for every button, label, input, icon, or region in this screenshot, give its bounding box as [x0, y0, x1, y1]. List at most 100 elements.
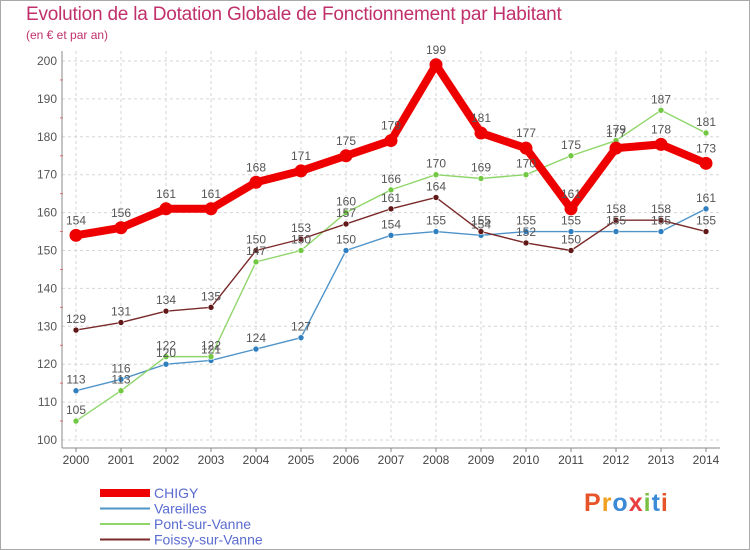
data-label-chigy: 161: [201, 187, 221, 201]
data-point-pont-sur-vanne: [72, 417, 80, 425]
data-label-vareilles: 150: [336, 233, 356, 247]
y-tick-label: 150: [37, 244, 57, 258]
data-point-chigy: [69, 228, 83, 242]
x-tick-label: 2001: [108, 453, 135, 467]
data-point-pont-sur-vanne: [702, 129, 710, 137]
y-tick-label: 120: [37, 357, 57, 371]
data-point-chigy: [564, 202, 578, 216]
data-point-pont-sur-vanne: [117, 387, 125, 395]
data-label-pont-sur-vanne: 187: [651, 92, 671, 106]
y-tick-label: 160: [37, 206, 57, 220]
data-label-vareilles: 155: [561, 214, 581, 228]
data-label-chigy: 177: [516, 126, 536, 140]
data-point-pont-sur-vanne: [432, 171, 440, 178]
data-point-foissy-sur-vanne: [522, 239, 530, 247]
data-point-pont-sur-vanne: [522, 171, 530, 178]
data-label-foissy-sur-vanne: 157: [336, 206, 356, 220]
data-point-foissy-sur-vanne: [117, 319, 125, 326]
data-point-chigy: [159, 202, 173, 216]
x-tick-label: 2008: [423, 453, 450, 467]
y-tick-label: 180: [37, 130, 57, 144]
logo-letter: x: [628, 489, 644, 517]
legend-label-chigy: CHIGY: [154, 485, 199, 501]
data-label-pont-sur-vanne: 175: [561, 138, 581, 152]
data-point-foissy-sur-vanne: [567, 247, 575, 254]
data-point-vareilles: [612, 228, 620, 235]
data-point-foissy-sur-vanne: [657, 216, 665, 224]
y-tick-label: 100: [37, 433, 57, 447]
y-tick-label: 140: [37, 281, 57, 295]
data-label-chigy: 177: [606, 126, 626, 140]
data-point-vareilles: [117, 376, 125, 383]
data-point-vareilles: [162, 360, 170, 368]
data-label-pont-sur-vanne: 105: [66, 403, 86, 417]
data-label-chigy: 161: [156, 187, 176, 201]
data-point-pont-sur-vanne: [567, 152, 575, 160]
data-point-foissy-sur-vanne: [432, 194, 440, 201]
x-tick-label: 2011: [558, 453, 584, 467]
data-point-pont-sur-vanne: [297, 247, 305, 254]
y-tick-label: 170: [37, 168, 57, 182]
data-point-chigy: [204, 202, 218, 216]
data-label-chigy: 161: [561, 187, 581, 201]
data-label-vareilles: 124: [246, 331, 266, 345]
data-label-chigy: 156: [111, 206, 131, 220]
data-label-vareilles: 113: [66, 373, 85, 387]
data-point-chigy: [654, 137, 668, 151]
x-tick-label: 2014: [693, 453, 720, 467]
logo-letter: r: [601, 489, 613, 517]
data-label-pont-sur-vanne: 150: [291, 233, 311, 247]
data-label-pont-sur-vanne: 160: [336, 195, 356, 209]
data-label-foissy-sur-vanne: 155: [696, 214, 716, 228]
data-label-vareilles: 155: [516, 214, 536, 228]
legend-label-pont-sur-vanne: Pont-sur-Vanne: [154, 516, 251, 532]
data-point-pont-sur-vanne: [342, 209, 350, 216]
data-label-foissy-sur-vanne: 153: [291, 221, 311, 235]
y-tick-label: 130: [37, 319, 57, 333]
data-label-foissy-sur-vanne: 152: [516, 225, 536, 239]
data-point-vareilles: [297, 334, 305, 341]
data-point-pont-sur-vanne: [477, 175, 485, 182]
data-point-chigy: [384, 134, 398, 148]
logo-letter: t: [651, 489, 661, 517]
data-point-foissy-sur-vanne: [207, 304, 215, 311]
data-label-foissy-sur-vanne: 158: [606, 202, 626, 216]
data-point-chigy: [519, 141, 533, 155]
data-label-foissy-sur-vanne: 164: [426, 179, 446, 193]
data-point-chigy: [474, 126, 488, 140]
data-label-foissy-sur-vanne: 150: [246, 233, 266, 247]
data-label-foissy-sur-vanne: 129: [66, 312, 86, 326]
x-tick-label: 2007: [378, 453, 405, 467]
data-label-vareilles: 155: [651, 214, 671, 228]
chart-series: [69, 58, 713, 425]
data-point-chigy: [609, 141, 623, 155]
data-label-pont-sur-vanne: 122: [156, 339, 176, 353]
data-label-pont-sur-vanne: 181: [696, 115, 716, 129]
data-label-vareilles: 120: [156, 346, 176, 360]
y-tick-label: 110: [38, 395, 57, 409]
data-label-vareilles: 155: [606, 214, 626, 228]
data-point-chigy: [249, 175, 263, 189]
data-point-chigy: [429, 58, 443, 72]
data-label-chigy: 171: [291, 149, 311, 163]
x-tick-label: 2012: [603, 453, 630, 467]
data-point-pont-sur-vanne: [162, 353, 170, 360]
logo-letter: i: [643, 489, 652, 517]
data-label-pont-sur-vanne: 147: [246, 244, 266, 258]
x-tick-label: 2010: [513, 453, 540, 467]
data-label-vareilles: 154: [471, 217, 491, 231]
data-point-foissy-sur-vanne: [477, 228, 485, 235]
data-point-foissy-sur-vanne: [612, 216, 620, 224]
data-label-foissy-sur-vanne: 134: [156, 293, 176, 307]
data-label-vareilles: 127: [291, 320, 311, 334]
data-label-chigy: 179: [381, 119, 401, 133]
data-point-foissy-sur-vanne: [387, 205, 395, 213]
chart-title: Evolution de la Dotation Globale de Fonc…: [26, 4, 562, 25]
data-label-chigy: 178: [651, 122, 671, 136]
data-point-foissy-sur-vanne: [72, 326, 80, 334]
data-point-vareilles: [702, 205, 710, 213]
data-label-vareilles: 121: [201, 342, 221, 356]
data-label-foissy-sur-vanne: 150: [561, 233, 581, 247]
